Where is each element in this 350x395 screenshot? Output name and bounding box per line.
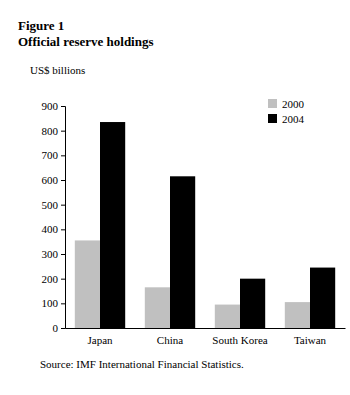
x-tick: China [157,328,183,346]
y-tick-label: 300 [42,248,59,260]
y-tick: 800 [42,125,66,137]
subtitle: Official reserve holdings [18,34,154,49]
x-tick: Taiwan [294,328,327,346]
x-tick-label: China [157,334,183,346]
y-tick-label: 800 [42,125,59,137]
y-axis-line [61,107,66,329]
legend-item: 2000 [268,98,305,110]
y-tick-mark [61,303,65,304]
title: Figure 1 [18,18,64,33]
x-tick-label: Japan [87,334,113,346]
y-tick-label: 500 [42,199,59,211]
bar [75,240,100,328]
y-tick-mark [61,205,65,206]
y-tick-mark [61,180,65,181]
y-tick-mark [61,279,65,280]
y-tick-label: 100 [42,297,59,309]
y-tick-mark [61,254,65,255]
y-tick-mark [61,328,65,329]
y-tick-mark [61,106,65,107]
plot: 0 100 200 300 400 500 600 700 800 900 Japan China So… [42,100,346,346]
bar [170,176,195,328]
bar [145,287,170,328]
y-tick: 500 [42,199,66,211]
y-axis: 0 100 200 300 400 500 600 700 800 900 [42,100,66,334]
legend-swatch [268,99,277,108]
y-tick-label: 700 [42,149,59,161]
legend: 2000 2004 [268,98,305,125]
x-axis: Japan China South Korea Taiwan [66,328,346,346]
y-tick-mark [61,155,65,156]
y-tick: 400 [42,223,66,235]
x-axis-line [66,328,346,329]
x-tick: South Korea [212,328,267,346]
y-tick: 200 [42,273,66,285]
legend-swatch [268,114,277,123]
y-axis-title: US$ billions [30,64,85,76]
bar [100,122,125,328]
y-tick: 300 [42,248,66,260]
bar [215,305,240,328]
y-tick: 600 [42,174,66,186]
chart: Figure 1Official reserve holdings US$ bil… [0,0,350,395]
bar [310,268,335,328]
x-tick-label: Taiwan [294,334,327,346]
legend-item: 2004 [268,113,305,125]
x-tick: Japan [87,328,113,346]
bars [75,122,335,328]
y-tick: 0 [53,322,66,334]
y-tick-label: 900 [42,100,59,112]
legend-label: 2004 [282,113,305,125]
source: Source: IMF International Financial Stat… [40,358,244,370]
y-tick-label: 600 [42,174,59,186]
legend-label: 2000 [282,98,305,110]
bar [285,302,310,328]
x-tick-label: South Korea [212,334,267,346]
y-tick-label: 0 [53,322,59,334]
y-tick-mark [61,131,65,132]
y-tick-mark [61,229,65,230]
y-tick-label: 200 [42,273,59,285]
bar [240,279,265,328]
y-tick: 100 [42,297,66,309]
y-tick: 700 [42,149,66,161]
y-tick: 900 [42,100,66,112]
y-tick-label: 400 [42,223,59,235]
